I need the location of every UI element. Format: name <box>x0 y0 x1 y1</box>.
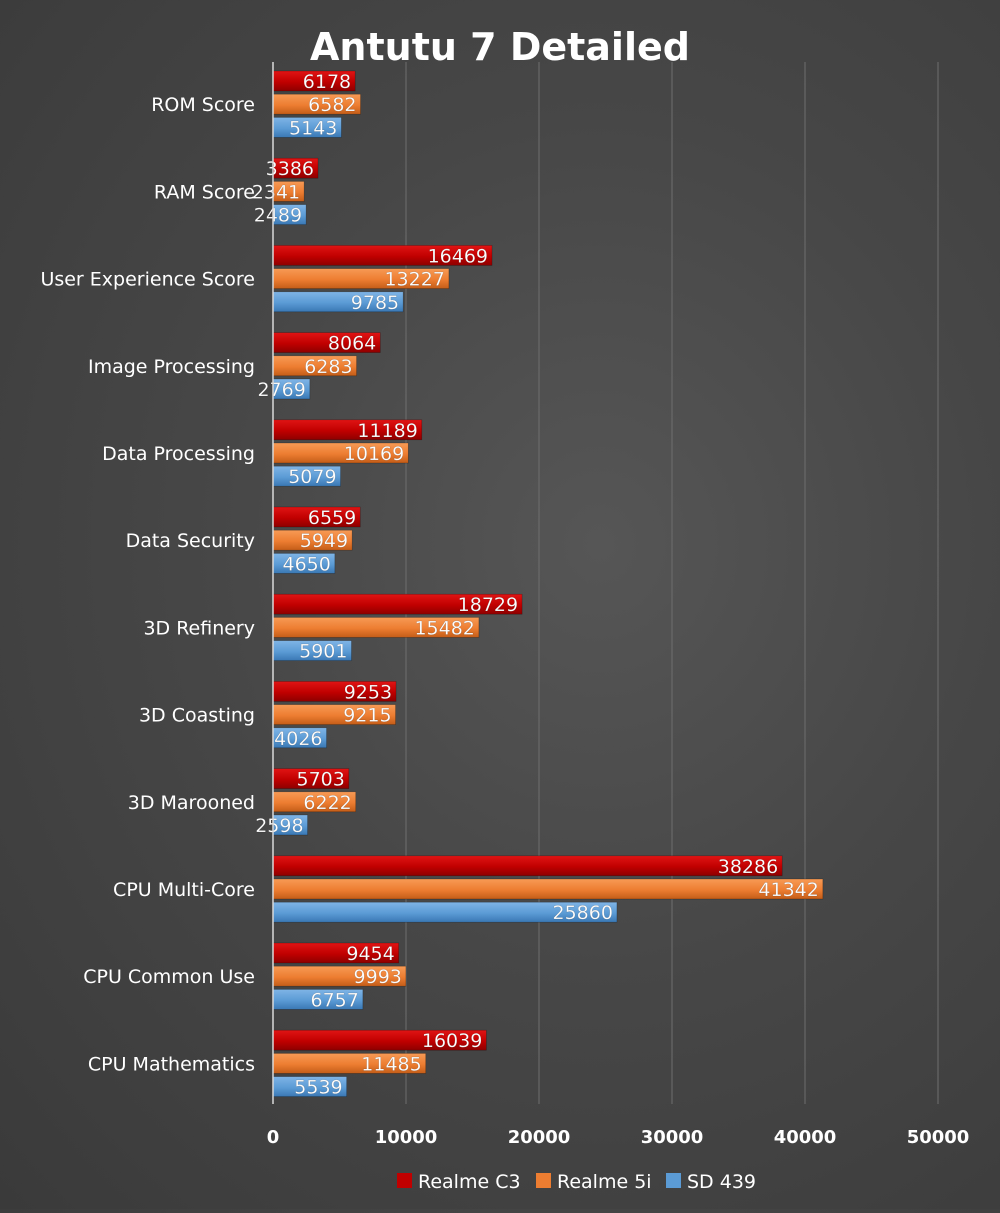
bar-value-label: 6757 <box>311 989 359 1011</box>
bar-value-label: 2598 <box>255 815 303 837</box>
category-label: Image Processing <box>88 356 255 378</box>
category-label: 3D Refinery <box>143 617 255 639</box>
bar-value-label: 2341 <box>252 181 300 203</box>
category-label: Data Processing <box>102 443 255 465</box>
legend-swatch <box>666 1173 681 1188</box>
legend-label: Realme C3 <box>418 1171 521 1193</box>
bar-value-label: 15482 <box>414 617 474 639</box>
bar-value-label: 18729 <box>458 594 518 616</box>
bars <box>272 70 824 1097</box>
bar-value-label: 5901 <box>299 641 347 663</box>
x-tick-label: 10000 <box>375 1127 438 1148</box>
bar-value-label: 41342 <box>758 879 818 901</box>
category-label: 3D Coasting <box>139 705 255 727</box>
x-tick-label: 50000 <box>907 1127 970 1148</box>
category-label: RAM Score <box>154 181 255 203</box>
x-tick-label: 40000 <box>774 1127 837 1148</box>
bar-value-label: 6222 <box>303 792 351 814</box>
bar-value-label: 9253 <box>344 681 392 703</box>
category-label: ROM Score <box>151 94 255 116</box>
category-label: CPU Common Use <box>83 966 255 988</box>
bar-value-label: 6283 <box>304 356 352 378</box>
bar-value-label: 25860 <box>552 902 612 924</box>
x-axis-ticks: 0 10000 20000 30000 40000 50000 <box>267 1127 970 1148</box>
bar-value-label: 13227 <box>384 269 444 291</box>
bar-value-label: 5539 <box>294 1077 342 1099</box>
bar-value-label: 9785 <box>351 292 399 314</box>
bar-value-label: 16039 <box>422 1030 482 1052</box>
bar-value-label: 5949 <box>300 530 348 552</box>
chart-title: Antutu 7 Detailed <box>310 25 690 69</box>
category-label: 3D Marooned <box>128 792 255 814</box>
bar-value-label: 9993 <box>354 966 402 988</box>
bar-value-label: 11485 <box>361 1053 421 1075</box>
bar-value-label: 5703 <box>296 769 344 791</box>
category-label: User Experience Score <box>40 269 255 291</box>
legend-label: SD 439 <box>687 1171 756 1193</box>
legend-swatch <box>397 1173 412 1188</box>
x-tick-label: 30000 <box>641 1127 704 1148</box>
bar <box>272 855 783 877</box>
legend: Realme C3 Realme 5i SD 439 <box>397 1171 756 1193</box>
category-label: CPU Mathematics <box>88 1053 255 1075</box>
bar-value-label: 5079 <box>288 466 336 488</box>
bar-value-label: 4650 <box>282 553 330 575</box>
bar-value-label: 38286 <box>718 856 778 878</box>
x-tick-label: 20000 <box>508 1127 571 1148</box>
bar-value-label: 11189 <box>357 420 417 442</box>
bar-value-label: 9215 <box>343 705 391 727</box>
category-label: Data Security <box>126 530 255 552</box>
bar-value-label: 5143 <box>289 117 337 139</box>
bar-value-label: 3386 <box>266 158 314 180</box>
bar-value-label: 6582 <box>308 94 356 116</box>
bar-value-label: 2489 <box>254 205 302 227</box>
bar <box>272 878 824 900</box>
bar-value-label: 2769 <box>257 379 305 401</box>
bar-value-label: 9454 <box>346 943 394 965</box>
x-tick-label: 0 <box>267 1127 280 1148</box>
category-labels: ROM Score RAM Score User Experience Score I… <box>40 94 255 1075</box>
bar-value-label: 6559 <box>308 507 356 529</box>
bar-value-label: 16469 <box>428 245 488 267</box>
bar-value-label: 6178 <box>303 71 351 93</box>
legend-swatch <box>536 1173 551 1188</box>
bar-value-label: 8064 <box>328 333 376 355</box>
bar-value-label: 10169 <box>344 443 404 465</box>
category-label: CPU Multi-Core <box>113 879 255 901</box>
legend-label: Realme 5i <box>557 1171 652 1193</box>
bar-value-label: 4026 <box>274 728 322 750</box>
gridlines <box>405 62 939 1104</box>
